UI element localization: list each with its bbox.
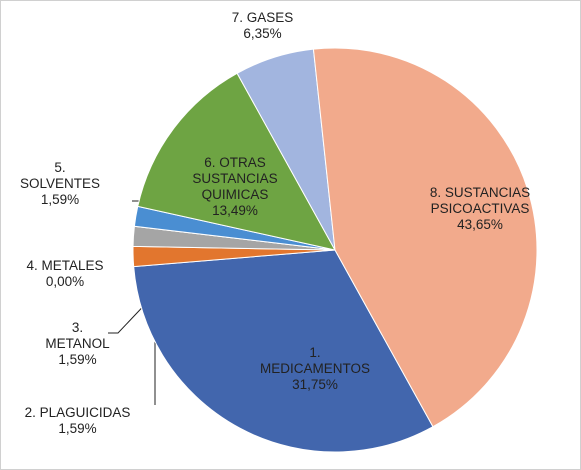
pie-slice bbox=[133, 249, 434, 453]
pie-slice bbox=[312, 47, 538, 428]
category-label: 6. OTRAS SUSTANCIAS QUIMICAS bbox=[192, 155, 278, 202]
value-label: 0,00% bbox=[45, 274, 85, 289]
data-label: 8. SUSTANCIAS PSICOACTIVAS 43,65% bbox=[425, 185, 535, 233]
category-label: 3. METANOL bbox=[45, 320, 110, 351]
value-label: 13,49% bbox=[212, 203, 258, 218]
category-label: 8. SUSTANCIAS PSICOACTIVAS bbox=[429, 185, 531, 216]
value-label: 31,75% bbox=[292, 377, 338, 392]
data-label: 5. SOLVENTES 1,59% bbox=[15, 160, 105, 208]
data-label: 2. PLAGUICIDAS 1,59% bbox=[20, 405, 135, 437]
value-label: 1,59% bbox=[58, 352, 97, 367]
data-label: 6. OTRAS SUSTANCIAS QUIMICAS 13,49% bbox=[180, 155, 290, 219]
data-label: 1. MEDICAMENTOS 31,75% bbox=[260, 345, 370, 393]
value-label: 6,35% bbox=[243, 26, 282, 41]
category-label: 4. METALES bbox=[26, 258, 104, 273]
value-label: 1,59% bbox=[40, 192, 80, 207]
pie-slice bbox=[137, 72, 336, 251]
category-label: 5. SOLVENTES bbox=[19, 160, 101, 191]
data-label: 4. METALES 0,00% bbox=[10, 258, 120, 290]
data-label: 7. GASES 6,35% bbox=[210, 10, 315, 42]
value-label: 43,65% bbox=[457, 217, 503, 232]
category-label: 1. MEDICAMENTOS bbox=[260, 345, 371, 376]
category-label: 7. GASES bbox=[231, 10, 294, 25]
category-label: 2. PLAGUICIDAS bbox=[24, 405, 131, 420]
data-label: 3. METANOL 1,59% bbox=[40, 320, 115, 368]
value-label: 1,59% bbox=[58, 421, 97, 436]
